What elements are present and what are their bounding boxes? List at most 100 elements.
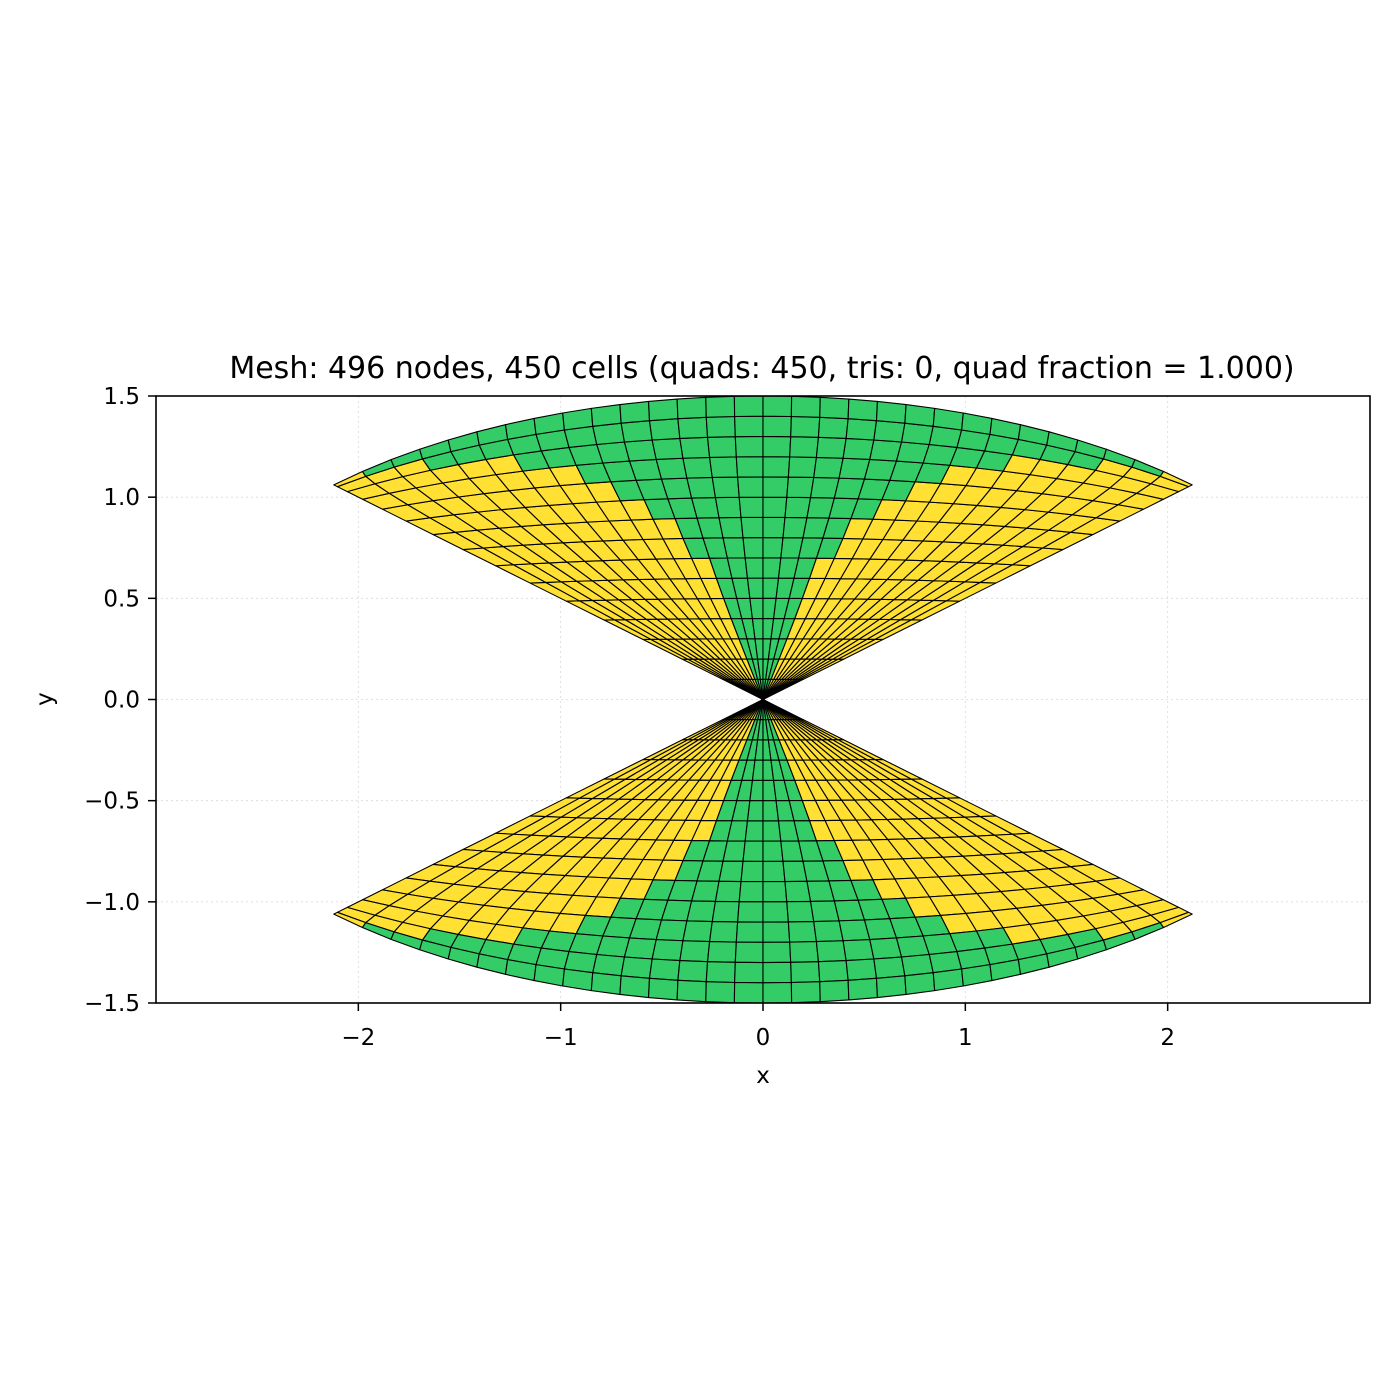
mesh-cell-875 [819,979,850,1003]
mesh-cell-802 [648,418,681,441]
mesh-cell-329 [746,800,764,822]
y-tick-label-1: −1.0 [84,890,140,916]
mesh-cell-899 [1159,911,1193,929]
x-tick-label-3: 1 [958,1025,973,1051]
mesh-cell-631 [762,901,789,923]
mesh-cell-388 [744,557,764,579]
mesh-cell-624 [686,476,716,499]
mesh-cell-269 [749,779,764,802]
mesh-cell-881 [904,972,936,996]
mesh-cell-684 [682,456,713,479]
mesh-cell-751 [762,941,792,964]
mesh-cell-757 [842,938,875,962]
mesh-cell-695 [813,920,844,943]
mesh-cell-745 [679,940,711,963]
x-tick-label-1: −1 [544,1025,578,1051]
mesh-cell-328 [746,577,764,599]
mesh-cell-873 [790,981,821,1003]
x-axis-label: x [756,1063,770,1089]
mesh-cell-861 [619,975,651,999]
mesh-cell-446 [722,537,746,559]
mesh-cell-872 [790,396,821,418]
mesh-cell-569 [738,880,764,903]
mesh-cell-627 [711,900,740,923]
mesh-cell-742 [651,437,684,461]
mesh-cell-748 [734,435,764,458]
mesh-cell-447 [722,840,746,862]
mesh-cells [333,396,1193,1003]
mesh-cell-747 [707,941,737,963]
mesh-cell-801 [620,956,653,979]
mesh-cell-863 [647,977,679,1001]
y-axis-label: y [32,692,58,706]
mesh-cell-687 [709,920,739,943]
mesh-cell-812 [790,415,821,438]
mesh-cell-630 [762,476,789,498]
mesh-cell-268 [749,597,764,620]
mesh-cell-571 [762,880,788,903]
mesh-cell-448 [742,537,764,559]
mesh-cell-819 [873,956,906,979]
mesh-cell-818 [873,420,906,443]
mesh-cell-754 [815,436,847,459]
mesh-cell-744 [679,436,711,459]
y-tick-label-0: −1.5 [84,991,140,1017]
mesh-cell-809 [734,961,764,984]
mesh-cell-739 [596,935,631,958]
mesh-cell-805 [677,959,709,983]
mesh-cell-683 [655,919,688,942]
mesh-cell-573 [784,880,812,903]
mesh-cell-750 [762,435,792,458]
mesh-cell-799 [592,953,625,977]
mesh-cell-741 [623,937,657,960]
mesh-cell-817 [845,958,878,981]
mesh-cell-389 [744,820,764,842]
mesh-cell-693 [787,920,817,943]
mesh-cell-867 [705,981,736,1003]
mesh-cell-572 [784,496,812,519]
x-tick-label-2: 0 [756,1025,771,1051]
mesh-cell-509 [740,860,764,883]
mesh-cell-690 [762,456,791,478]
mesh-cell-752 [789,436,819,458]
mesh-cell-508 [740,516,764,539]
mesh-cell-390 [762,557,782,579]
y-tick-label-6: 1.5 [103,384,140,410]
chart-title: Mesh: 496 nodes, 450 cells (quads: 450, … [229,351,1294,386]
y-tick-label-3: 0.0 [103,688,140,714]
mesh-cell-866 [705,396,736,418]
mesh-cell-511 [762,860,786,883]
mesh-cell-568 [738,496,764,519]
mesh-cell-874 [819,396,850,420]
mesh-cell-628 [737,476,764,498]
mesh-cell-865 [676,979,707,1003]
mesh-cell-813 [790,961,821,984]
mesh-cell-743 [651,938,684,962]
mesh-cell-565 [691,880,720,902]
mesh-cell-859 [590,972,622,996]
mesh-cell-879 [875,975,907,999]
mesh-cell-626 [711,476,740,499]
mesh-cell-860 [619,400,651,424]
mesh-cell-814 [817,416,849,440]
mesh-cell-821 [901,953,934,977]
y-tick-label-4: 0.5 [103,586,140,612]
mesh-cell-803 [648,958,681,981]
mesh-cell-807 [705,961,736,984]
mesh-cell-804 [677,416,709,440]
mesh-cell-566 [714,496,742,519]
mesh-cell-740 [623,439,657,462]
mesh-cell-632 [786,476,815,499]
mesh-cell-682 [655,457,688,480]
mesh-cell-451 [762,840,784,862]
y-tick-label-5: 1.0 [103,485,140,511]
mesh-cell-880 [904,403,936,427]
mesh-cell-629 [737,901,764,923]
mesh-cell-391 [762,820,782,842]
mesh-cell-564 [691,497,720,519]
mesh-cell-811 [762,961,792,984]
mesh-cell-815 [817,959,849,983]
mesh-cell-692 [787,456,817,479]
mesh-cell-806 [705,415,736,438]
